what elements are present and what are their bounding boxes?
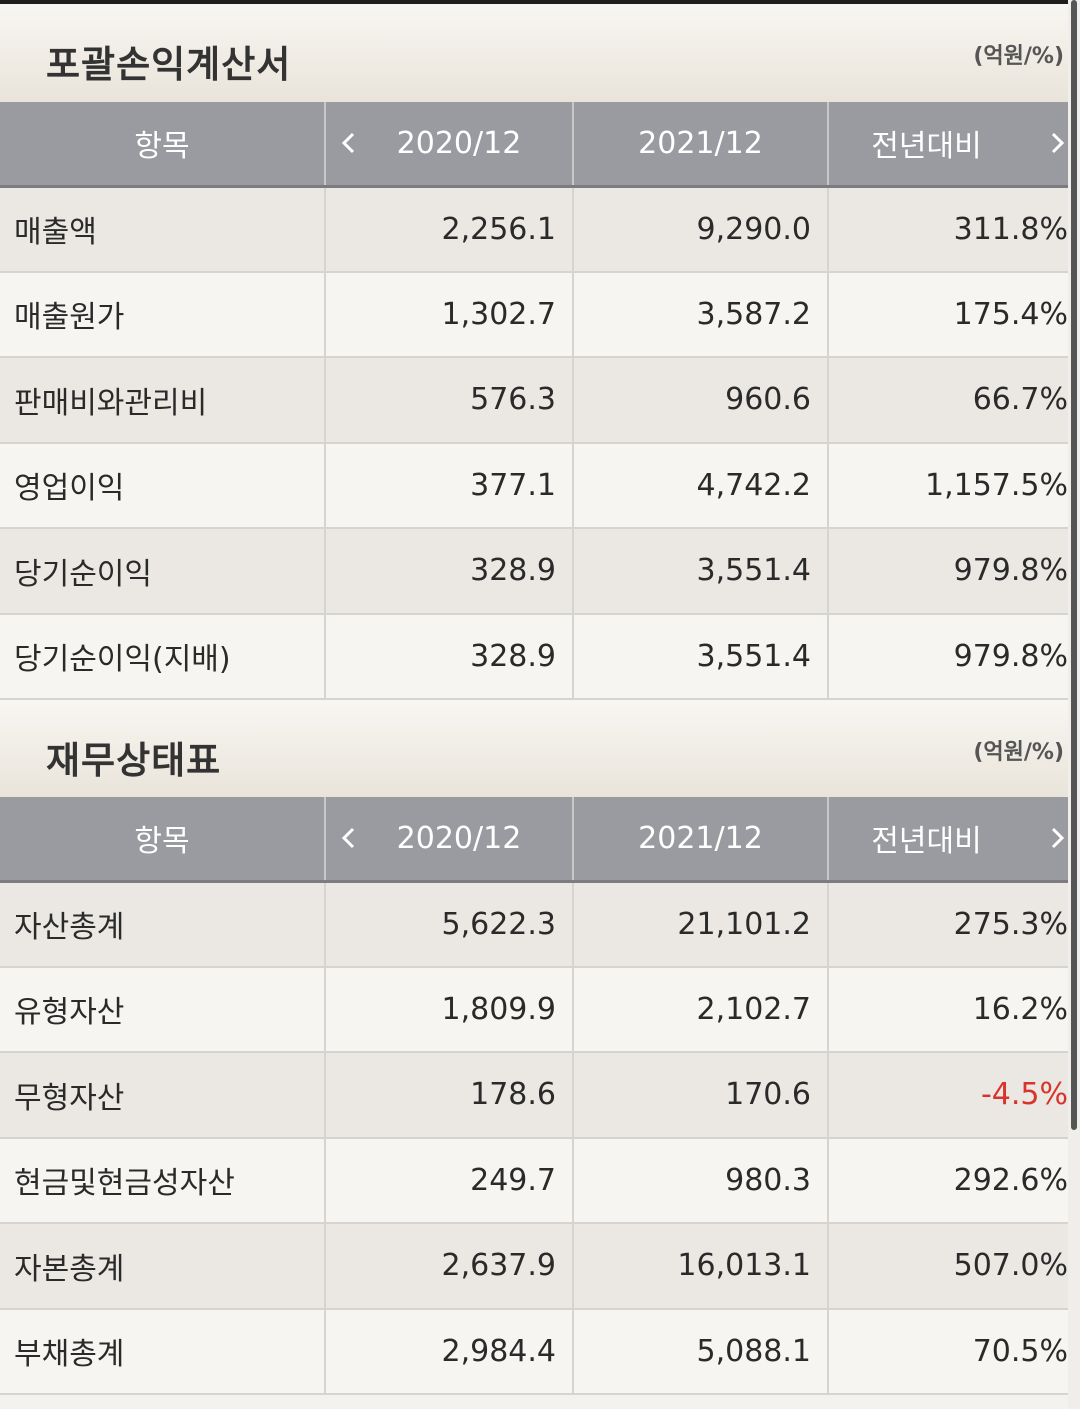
row-item-label: 자산총계 (0, 881, 326, 968)
value-yoy: 16.2% (828, 966, 1068, 1053)
row-item-label: 유형자산 (0, 966, 326, 1053)
column-header-2021: 2021/12 (573, 102, 829, 186)
value-yoy: 175.4% (828, 271, 1068, 358)
row-item-label: 영업이익 (0, 442, 326, 529)
value-2020: 377.1 (325, 442, 574, 529)
value-2020: 5,622.3 (325, 881, 574, 968)
value-2020: 2,984.4 (325, 1308, 574, 1395)
column-header-2020[interactable]: 2020/12 (325, 797, 574, 881)
row-item-label: 당기순이익 (0, 528, 326, 615)
table-header-row: 항목 2020/12 2021/12 전년대비 (0, 797, 1068, 881)
table-row: 유형자산 1,809.9 2,102.7 16.2% (0, 966, 1068, 1053)
chevron-left-icon[interactable] (340, 826, 358, 850)
column-header-item: 항목 (0, 102, 326, 186)
value-yoy-negative: -4.5% (828, 1052, 1068, 1139)
value-yoy: 1,157.5% (828, 442, 1068, 529)
value-2021: 3,551.4 (573, 528, 829, 615)
chevron-right-icon[interactable] (1048, 131, 1066, 155)
chevron-right-icon[interactable] (1048, 826, 1066, 850)
vertical-scrollbar[interactable] (1068, 0, 1080, 1409)
row-item-label: 부채총계 (0, 1308, 326, 1395)
table-row: 매출액 2,256.1 9,290.0 311.8% (0, 186, 1068, 273)
screen-top-edge (0, 0, 1080, 4)
column-header-yoy[interactable]: 전년대비 (828, 797, 1068, 881)
value-2020: 249.7 (325, 1137, 574, 1224)
income-statement-title: 포괄손익계산서 (46, 43, 292, 86)
value-2020: 2,256.1 (325, 186, 574, 273)
value-yoy: 275.3% (828, 881, 1068, 968)
column-header-2021: 2021/12 (573, 797, 829, 881)
table-row: 부채총계 2,984.4 5,088.1 70.5% (0, 1308, 1068, 1395)
row-item-label: 자본총계 (0, 1223, 326, 1310)
table-row: 현금및현금성자산 249.7 980.3 292.6% (0, 1137, 1068, 1224)
page-bottom-padding (0, 1396, 1068, 1409)
row-item-label: 매출액 (0, 186, 326, 273)
value-yoy: 70.5% (828, 1308, 1068, 1395)
value-yoy: 979.8% (828, 613, 1068, 700)
balance-sheet-table: 항목 2020/12 2021/12 전년대비 자산총계 5,622.3 21,… (0, 797, 1068, 1395)
value-2020: 178.6 (325, 1052, 574, 1139)
row-item-label: 판매비와관리비 (0, 357, 326, 444)
value-2020: 328.9 (325, 613, 574, 700)
row-item-label: 현금및현금성자산 (0, 1137, 326, 1224)
value-yoy: 292.6% (828, 1137, 1068, 1224)
balance-sheet-header: 재무상태표 (억원/%) (0, 700, 1068, 798)
row-item-label: 매출원가 (0, 271, 326, 358)
value-2021: 960.6 (573, 357, 829, 444)
income-statement-unit: (억원/%) (973, 44, 1064, 69)
column-header-yoy[interactable]: 전년대비 (828, 102, 1068, 186)
value-2021: 980.3 (573, 1137, 829, 1224)
scrollbar-thumb[interactable] (1071, 0, 1077, 1130)
value-yoy: 66.7% (828, 357, 1068, 444)
table-row: 매출원가 1,302.7 3,587.2 175.4% (0, 271, 1068, 358)
value-2020: 2,637.9 (325, 1223, 574, 1310)
value-2021: 21,101.2 (573, 881, 829, 968)
table-row: 자본총계 2,637.9 16,013.1 507.0% (0, 1223, 1068, 1310)
value-2020: 328.9 (325, 528, 574, 615)
row-item-label: 당기순이익(지배) (0, 613, 326, 700)
value-2020: 1,302.7 (325, 271, 574, 358)
table-row: 자산총계 5,622.3 21,101.2 275.3% (0, 881, 1068, 968)
table-row: 당기순이익 328.9 3,551.4 979.8% (0, 528, 1068, 615)
table-row: 영업이익 377.1 4,742.2 1,157.5% (0, 442, 1068, 529)
value-yoy: 507.0% (828, 1223, 1068, 1310)
balance-sheet-title: 재무상태표 (46, 739, 222, 782)
income-statement-header: 포괄손익계산서 (억원/%) (0, 4, 1068, 102)
column-header-item: 항목 (0, 797, 326, 881)
value-yoy: 311.8% (828, 186, 1068, 273)
table-header-row: 항목 2020/12 2021/12 전년대비 (0, 102, 1068, 186)
value-2021: 3,587.2 (573, 271, 829, 358)
value-2021: 5,088.1 (573, 1308, 829, 1395)
income-statement-table: 항목 2020/12 2021/12 전년대비 매출액 2,256.1 9,29… (0, 102, 1068, 700)
chevron-left-icon[interactable] (340, 131, 358, 155)
value-2021: 9,290.0 (573, 186, 829, 273)
row-item-label: 무형자산 (0, 1052, 326, 1139)
value-2021: 2,102.7 (573, 966, 829, 1053)
value-2021: 4,742.2 (573, 442, 829, 529)
value-2020: 1,809.9 (325, 966, 574, 1053)
value-2021: 3,551.4 (573, 613, 829, 700)
value-2020: 576.3 (325, 357, 574, 444)
balance-sheet-unit: (억원/%) (973, 740, 1064, 765)
value-2021: 170.6 (573, 1052, 829, 1139)
table-row: 당기순이익(지배) 328.9 3,551.4 979.8% (0, 613, 1068, 700)
value-2021: 16,013.1 (573, 1223, 829, 1310)
value-yoy: 979.8% (828, 528, 1068, 615)
column-header-2020[interactable]: 2020/12 (325, 102, 574, 186)
table-row: 판매비와관리비 576.3 960.6 66.7% (0, 357, 1068, 444)
table-row: 무형자산 178.6 170.6 -4.5% (0, 1052, 1068, 1139)
